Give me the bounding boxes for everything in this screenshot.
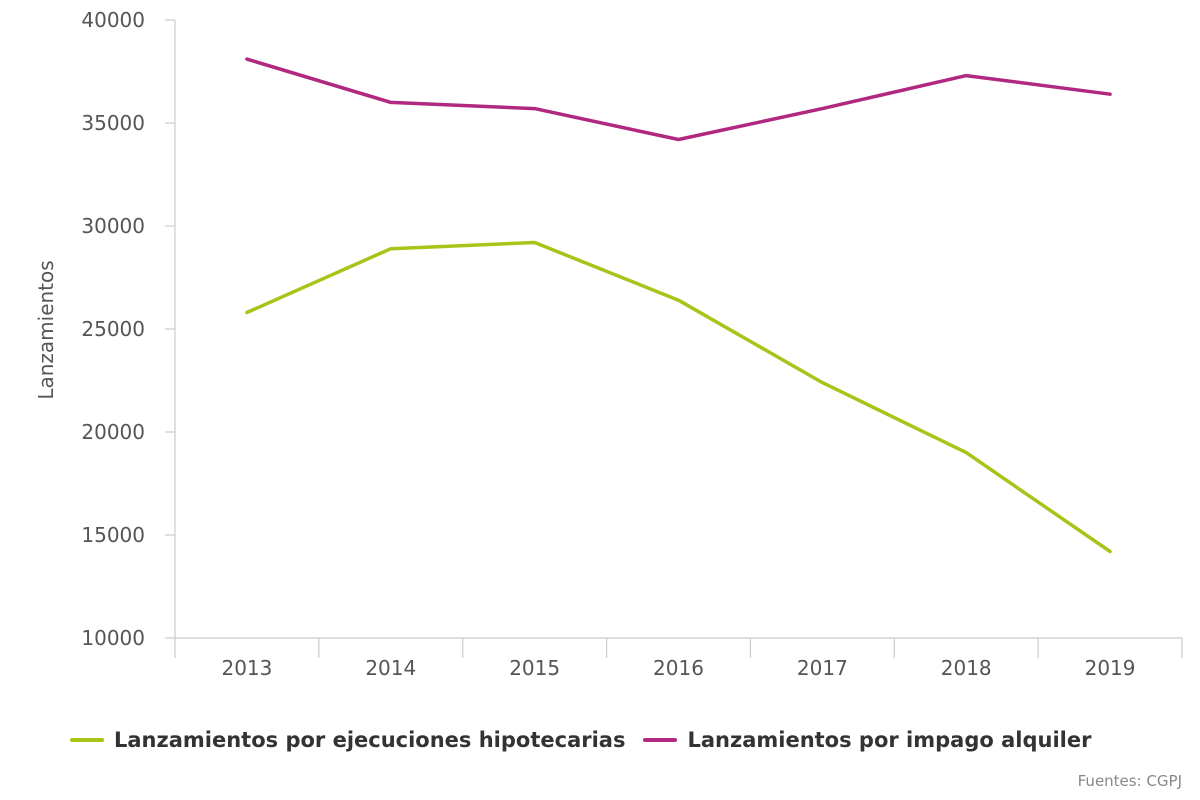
x-tick-label: 2018 <box>941 656 992 680</box>
legend-item-alquiler[interactable]: Lanzamientos por impago alquiler <box>643 728 1091 752</box>
y-axis-label: Lanzamientos <box>34 260 58 399</box>
x-tick-label: 2019 <box>1085 656 1136 680</box>
y-tick-label: 15000 <box>81 523 145 547</box>
y-tick-label: 20000 <box>81 420 145 444</box>
legend-item-hipotecarias[interactable]: Lanzamientos por ejecuciones hipotecaria… <box>70 728 625 752</box>
y-tick-label: 25000 <box>81 317 145 341</box>
x-tick-label: 2016 <box>653 656 704 680</box>
y-tick-label: 40000 <box>81 8 145 32</box>
line-chart: 10000 15000 20000 25000 30000 35000 40000 2013… <box>34 8 1183 680</box>
x-axis: 2013 2014 2015 2016 2017 2018 2019 <box>174 637 1183 680</box>
x-tick-label: 2017 <box>797 656 848 680</box>
y-tick-label: 35000 <box>81 111 145 135</box>
legend: Lanzamientos por ejecuciones hipotecaria… <box>70 724 1091 756</box>
x-tick-label: 2014 <box>365 656 416 680</box>
x-tick-label: 2013 <box>221 656 272 680</box>
x-tick-label: 2015 <box>509 656 560 680</box>
legend-label-hipotecarias: Lanzamientos por ejecuciones hipotecaria… <box>114 728 626 752</box>
series-line-0[interactable] <box>245 240 1112 554</box>
series-line-1[interactable] <box>245 57 1112 142</box>
source-note: Fuentes: CGPJ <box>1077 772 1182 790</box>
legend-label-alquiler: Lanzamientos por impago alquiler <box>687 728 1092 752</box>
y-tick-label: 30000 <box>81 214 145 238</box>
y-tick-label: 10000 <box>81 626 145 650</box>
series-lines <box>245 57 1112 554</box>
legend-swatch-hipotecarias <box>70 738 104 742</box>
y-axis: 10000 15000 20000 25000 30000 35000 40000 <box>81 8 176 650</box>
legend-swatch-alquiler <box>643 738 678 742</box>
